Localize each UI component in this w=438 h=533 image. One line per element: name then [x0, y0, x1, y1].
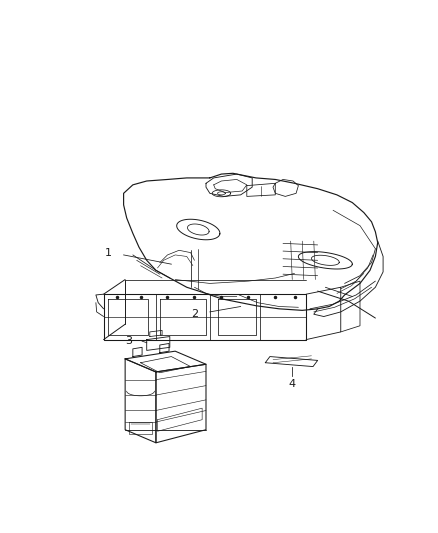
Text: 1: 1: [105, 248, 112, 257]
Text: 3: 3: [126, 336, 132, 346]
Text: 2: 2: [191, 309, 198, 319]
Text: 4: 4: [289, 378, 296, 389]
